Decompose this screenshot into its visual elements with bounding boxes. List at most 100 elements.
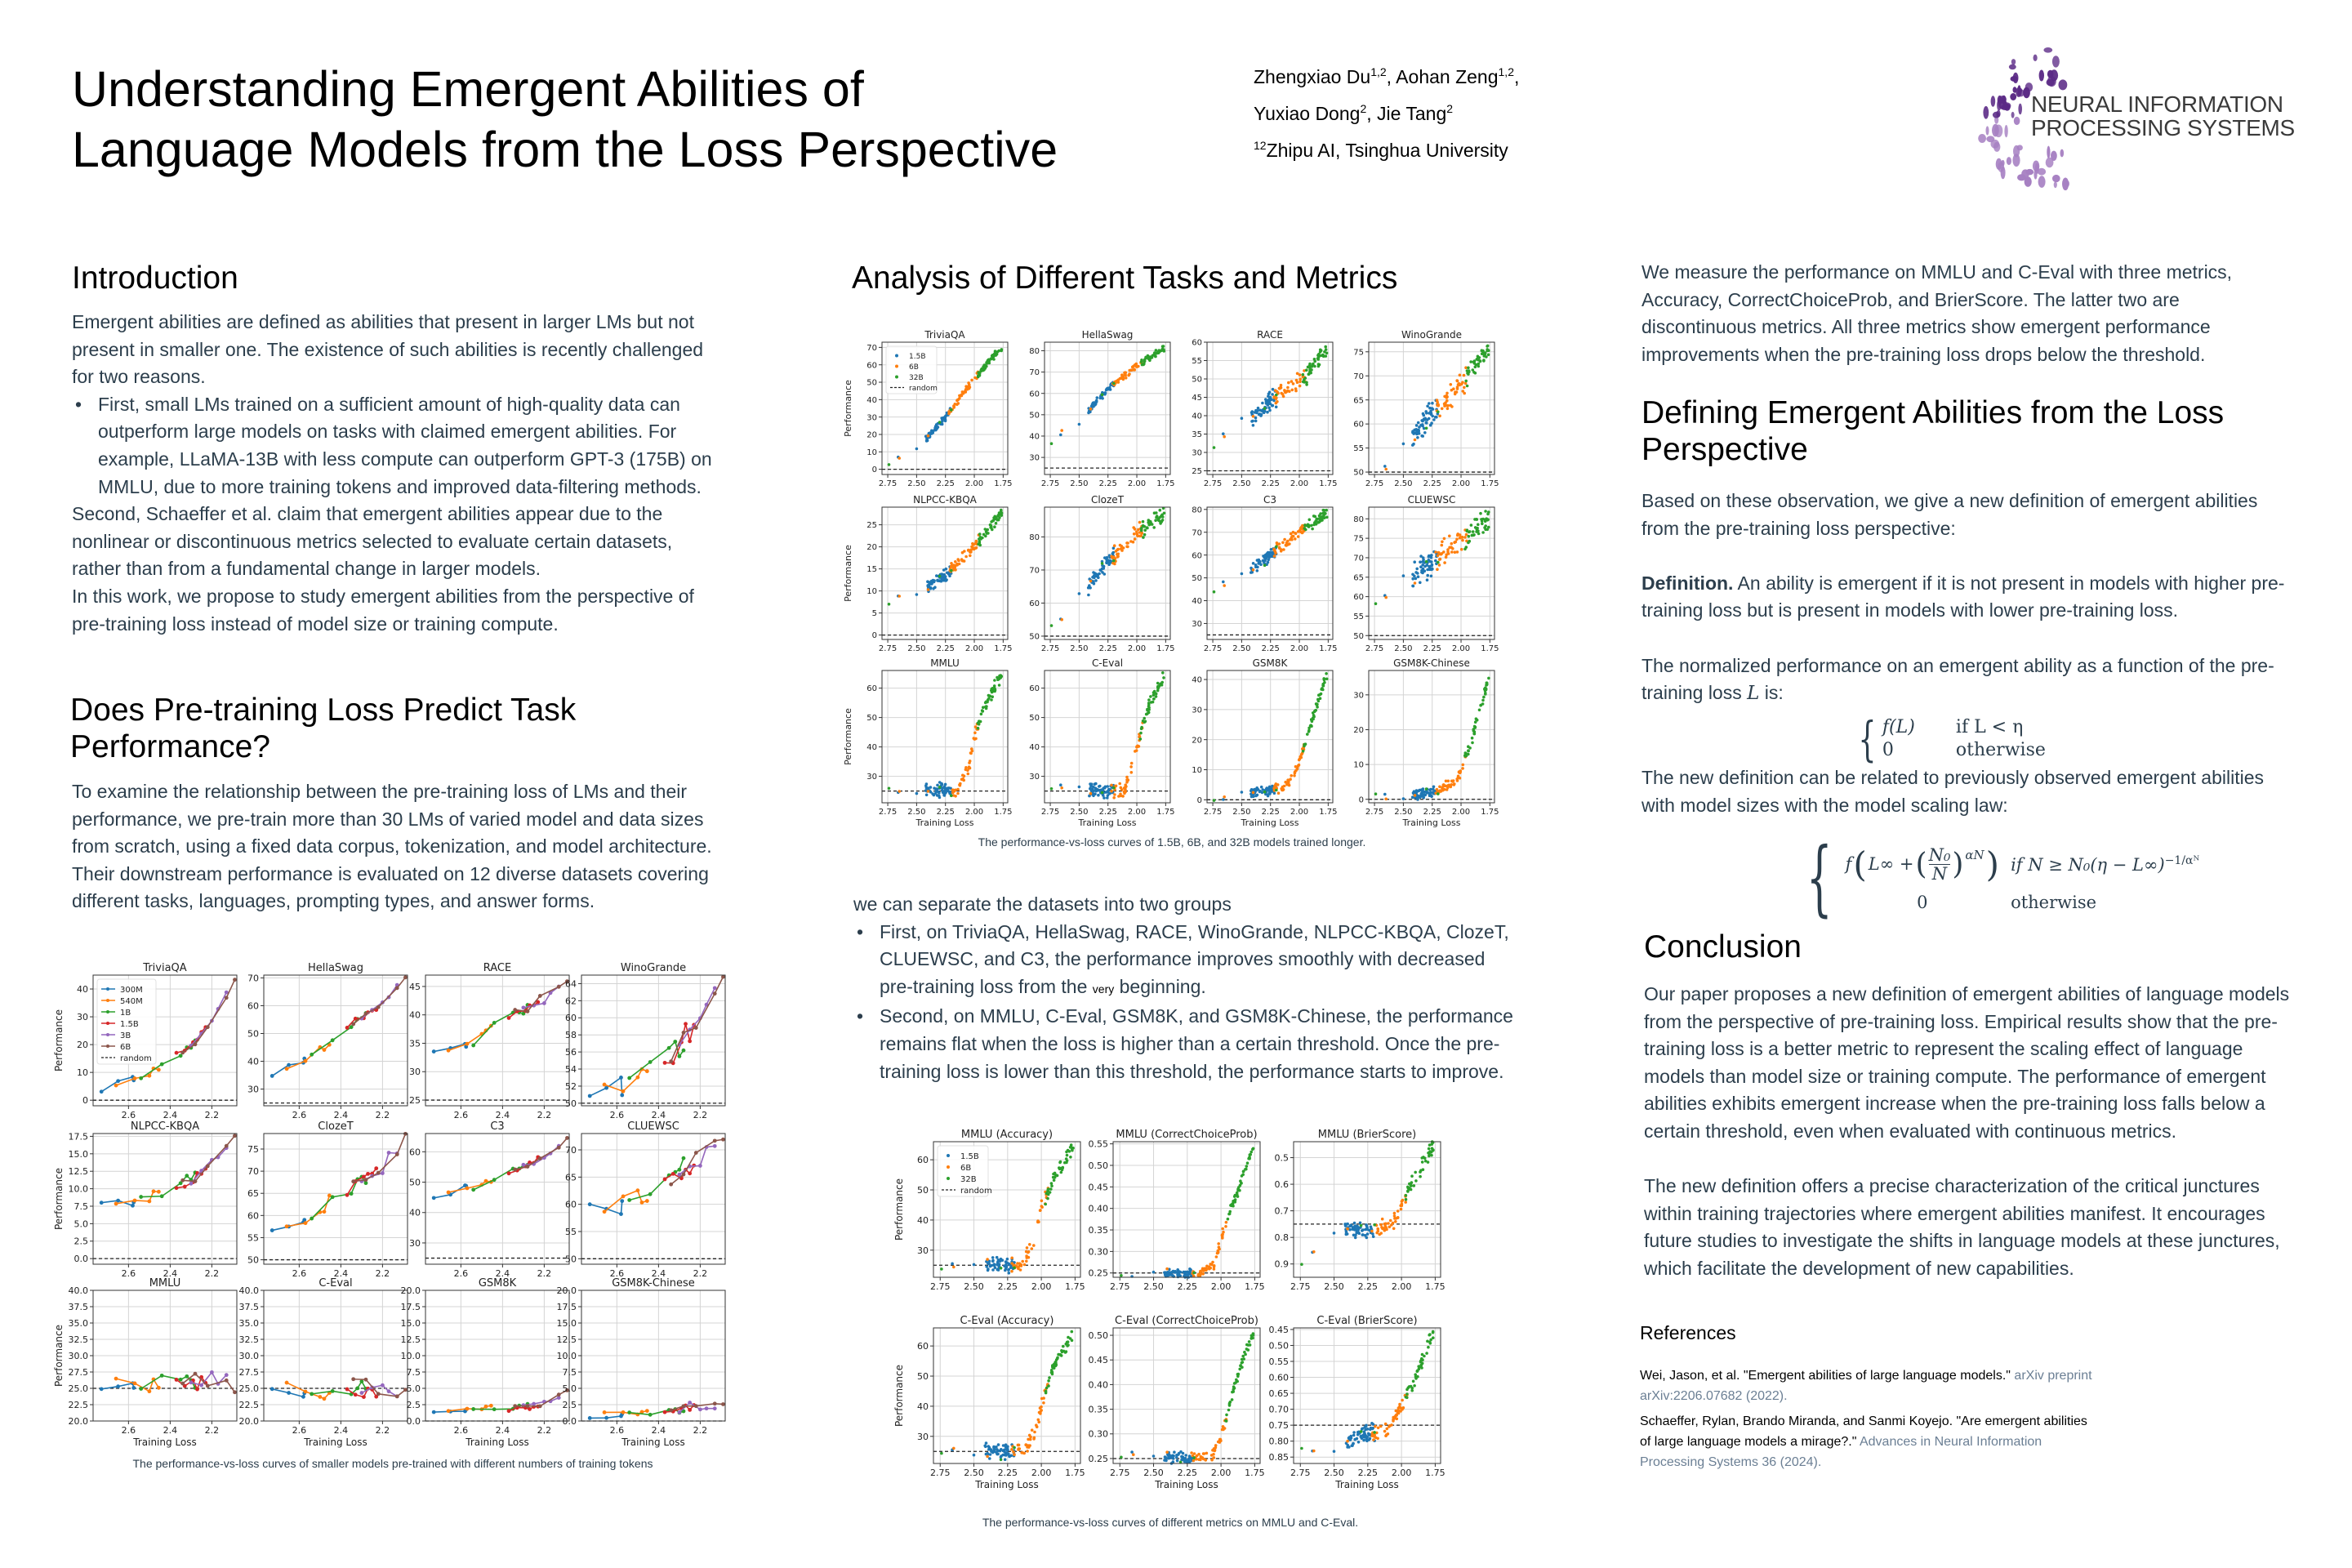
data-point-1.5B — [1180, 1458, 1183, 1462]
data-point-1.5B — [996, 1258, 1000, 1262]
data-point-6B — [1165, 1450, 1169, 1454]
y-tick-label: 30 — [866, 773, 877, 782]
data-point-1.5B — [1371, 1434, 1375, 1437]
x-tick-label: 1.75 — [1425, 1281, 1446, 1292]
data-point-32B — [1066, 1340, 1070, 1343]
data-point-6B — [1374, 1436, 1378, 1440]
data-point-6B — [1117, 795, 1120, 798]
data-point-1.5B — [1422, 417, 1426, 421]
data-point-1.5B — [1429, 556, 1433, 559]
y-tick-label: 0.45 — [1089, 1355, 1109, 1365]
data-point-1.5B — [946, 571, 949, 575]
data-point-6B — [1438, 785, 1441, 789]
y-tick-label: 40 — [866, 743, 877, 752]
series-line-6B — [514, 1137, 568, 1170]
data-point-1.5B — [944, 578, 948, 582]
data-point-32B — [984, 706, 988, 710]
data-point-1.5B — [928, 434, 931, 437]
data-point-6B — [1446, 407, 1450, 411]
data-point-6B — [1165, 1267, 1169, 1271]
data-point-32B — [1463, 755, 1467, 758]
data-point-6B — [1280, 391, 1283, 395]
logo-dot — [1985, 126, 1989, 136]
data-point-6B — [1446, 779, 1450, 783]
y-tick-label: 30 — [1192, 449, 1202, 458]
data-point-1.5B — [925, 434, 929, 438]
y-tick-label: 0.40 — [1089, 1204, 1109, 1214]
data-point-1.5B — [934, 423, 938, 426]
data-point-1.5B — [1365, 1232, 1370, 1236]
data-point-1B — [330, 1389, 335, 1393]
data-point-6B — [1040, 1396, 1044, 1401]
data-point-32B — [992, 358, 996, 361]
data-point-1.5B — [1252, 791, 1255, 795]
definition-text: An ability is emergent if it is not pres… — [1642, 572, 2285, 621]
data-point-32B — [1058, 1160, 1062, 1165]
data-point-1.5B — [1004, 1260, 1008, 1263]
data-point-1.5B — [1092, 571, 1095, 574]
data-point-1.5B — [1258, 790, 1262, 793]
data-point-6B — [1032, 1437, 1036, 1441]
logo-dot — [2011, 59, 2016, 65]
data-point-32B — [1487, 676, 1490, 680]
data-point-1.5B — [1428, 554, 1431, 558]
data-point-32B — [1404, 1395, 1408, 1399]
data-point-1.5B — [1434, 399, 1438, 403]
data-point-1.5B — [972, 1453, 976, 1457]
reference-link[interactable]: Advances in Neural Information Processin… — [1640, 1435, 2042, 1469]
data-point-6B — [1138, 733, 1141, 736]
data-point-32B — [1145, 526, 1149, 529]
paren: ) — [1985, 844, 2000, 884]
series-line-300M — [589, 1076, 623, 1097]
section-heading-predict: Does Pre-training Loss Predict Task Perf… — [70, 693, 577, 764]
data-point-32B — [1480, 349, 1484, 353]
data-point-32B — [1321, 682, 1325, 686]
data-point-1.5B — [1094, 402, 1098, 406]
data-point-540M — [483, 1178, 488, 1183]
data-point-1.5B — [996, 1267, 1000, 1271]
data-point-1.5B — [1346, 1443, 1349, 1447]
data-point-1B — [521, 1163, 526, 1168]
data-point-6B — [1455, 379, 1459, 382]
data-point-6B — [1445, 788, 1449, 791]
data-point-1.5B — [1274, 405, 1278, 409]
data-point-32B — [1410, 1386, 1414, 1390]
data-point-1.5B — [1087, 409, 1091, 413]
data-point-6B — [1221, 1227, 1224, 1231]
data-point-32B — [1374, 602, 1378, 605]
data-point-1.5B — [1365, 1226, 1369, 1229]
data-point-1.5B — [1267, 406, 1271, 410]
data-point-6B — [1120, 549, 1124, 552]
y-tick-label: 40 — [409, 1010, 421, 1021]
data-point-1.5B — [944, 579, 947, 582]
data-point-6B — [960, 777, 964, 782]
reference-link[interactable]: arXiv preprint arXiv:2206.07682 (2022). — [1640, 1369, 2092, 1403]
data-point-32B — [1474, 363, 1478, 367]
data-point-32B — [1049, 624, 1054, 627]
data-point-32B — [1243, 1350, 1246, 1354]
data-point-32B — [1155, 511, 1158, 514]
data-point-6B — [965, 387, 969, 391]
data-point-32B — [1069, 1156, 1072, 1159]
data-point-32B — [1306, 523, 1310, 527]
data-point-1.5B — [1175, 1459, 1179, 1463]
data-point-32B — [1160, 345, 1165, 349]
data-point-32B — [1045, 1386, 1049, 1390]
data-point-6B — [1221, 1232, 1224, 1236]
data-point-6B — [1459, 770, 1462, 774]
data-point-1.5B — [1099, 394, 1102, 398]
data-point-6B — [952, 405, 956, 408]
data-point-1.5B — [1094, 403, 1098, 406]
data-point-1.5B — [940, 578, 944, 582]
data-point-6B — [1303, 526, 1306, 529]
data-point-1.5B — [1357, 1430, 1361, 1434]
data-point-32B — [1147, 519, 1151, 522]
data-point-1.5B — [1103, 391, 1107, 395]
x-tick-label: 1.75 — [994, 808, 1012, 817]
data-point-1.5B — [182, 1049, 187, 1053]
data-point-1.5B — [944, 414, 948, 417]
data-point-32B — [1322, 514, 1325, 518]
data-point-32B — [1428, 1342, 1432, 1345]
x-tick-label: 2.2 — [376, 1425, 390, 1436]
data-point-1.5B — [1352, 1226, 1356, 1229]
